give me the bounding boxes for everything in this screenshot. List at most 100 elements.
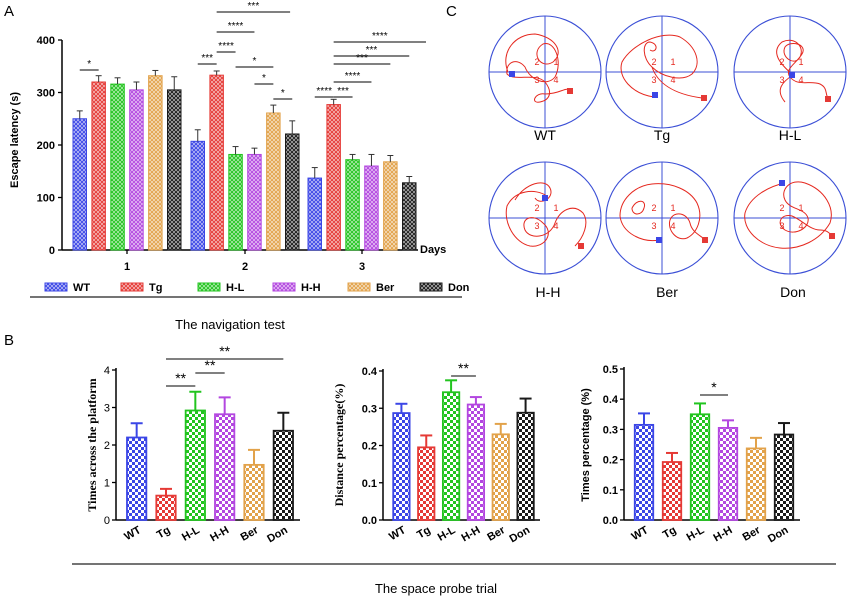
chart-a-ytick-label: 0 [49, 245, 55, 257]
chart-a-bar-wt [72, 118, 87, 251]
chart-b1-ylabel: Times across the platform [85, 378, 99, 511]
chart-b-bar-don [773, 433, 795, 521]
chart-a-caption: The navigation test [175, 317, 285, 332]
chart-a-legend-swatch-wt [44, 282, 68, 292]
quadrant-label: 4 [798, 221, 803, 231]
platform-marker [701, 95, 707, 101]
chart-a-bar-tg [209, 74, 224, 251]
chart-a-legend-label: Ber [376, 282, 395, 294]
quadrant-label: 1 [670, 203, 675, 213]
chart-a-significance-label: * [262, 73, 266, 84]
chart-b-bar-ber [243, 463, 265, 521]
chart-b-category-label: WT [630, 524, 651, 543]
chart-b-ytick-label: 4 [104, 365, 110, 377]
chart-b-ytick-label: 0.3 [603, 424, 618, 436]
chart-b-significance-label: ** [175, 370, 186, 386]
chart-a-significance-label: * [252, 56, 256, 67]
start-marker [779, 180, 785, 186]
chart-b-bar-ber [491, 433, 510, 521]
chart-a-significance-label: **** [345, 71, 361, 82]
escape-latency-chart: Escape latency (s) Days 0 100 200 300 400 1 2 3… [9, 1, 470, 332]
quadrant-label: 1 [553, 203, 558, 213]
panel-label-c: C [446, 3, 457, 20]
swim-track-label: H-H [536, 284, 561, 300]
chart-b-ytick-label: 0.3 [362, 403, 377, 415]
swim-track-h-l: 2 1 3 4 H-L [733, 15, 847, 143]
swim-track-h-h: 2 1 3 4 H-H [488, 161, 602, 300]
chart-b-bar-don [516, 411, 535, 521]
chart-b-ytick-label: 0.5 [603, 364, 618, 376]
panel-b-caption: The space probe trial [375, 581, 497, 596]
start-marker [542, 195, 548, 201]
chart-a-bar-h-h [247, 153, 262, 251]
swim-track-tg: 2 1 3 4 Tg [605, 15, 719, 143]
chart-a-legend-label: WT [73, 282, 90, 294]
platform-marker [825, 96, 831, 102]
chart-a-significance-label: *** [248, 1, 260, 12]
swim-path [505, 33, 570, 103]
chart-a-category-label: 2 [242, 261, 248, 273]
chart-b-category-label: WT [122, 524, 143, 543]
chart-a-bar-tg [91, 81, 106, 251]
quadrant-label: 3 [779, 75, 784, 85]
chart-b-bar-h-l [184, 409, 206, 521]
quadrant-label: 2 [651, 203, 656, 213]
swim-path [744, 181, 833, 249]
chart-a-significance-label: *** [201, 53, 213, 64]
chart-a-legend-swatch-h-h [272, 282, 296, 292]
chart-a-bar-h-l [345, 159, 360, 251]
chart-a-bar-don [285, 133, 300, 251]
chart-b-category-label: Tg [155, 524, 173, 541]
chart-a-significance-label: * [87, 59, 91, 70]
chart-b-category-label: Don [766, 524, 791, 545]
chart-a-category-label: 3 [359, 261, 365, 273]
times-percentage-chart: Times percentage (%) 0.0 0.1 0.2 0.3 0.4 0.5 W… [580, 364, 800, 545]
chart-a-significance-label: **** [372, 31, 388, 42]
chart-a-legend-swatch-tg [120, 282, 144, 292]
chart-b-category-label: Tg [415, 524, 433, 541]
chart-b-bar-h-h [717, 426, 739, 521]
swim-path [620, 34, 703, 99]
chart-a-bar-wt [307, 177, 322, 251]
chart-a-bar-h-h [364, 165, 379, 251]
chart-b-ytick-label: 0.2 [603, 455, 618, 467]
chart-b-significance-label: * [711, 379, 717, 395]
chart-a-significance-label: *** [337, 86, 349, 97]
chart-a-bar-ber [383, 161, 398, 251]
chart-b-bar-wt [126, 436, 148, 521]
chart-b-category-label: Ber [741, 524, 764, 544]
swim-track-don: 2 1 3 4 Don [733, 161, 847, 300]
chart-a-ytick-label: 100 [37, 193, 55, 205]
quadrant-label: 3 [651, 75, 656, 85]
chart-b-ytick-label: 0.2 [362, 441, 377, 453]
times-across-platform-chart: Times across the platform 0 1 2 3 4 WT Tg H-L H-… [85, 343, 300, 545]
quadrant-label: 4 [553, 75, 558, 85]
chart-b-bar-h-l [689, 413, 711, 521]
chart-b-ytick-label: 0.4 [603, 394, 619, 406]
chart-b-bar-tg [417, 446, 436, 521]
chart-b-category-label: Tg [661, 524, 679, 541]
chart-a-legend-swatch-ber [347, 282, 371, 292]
platform-marker [567, 88, 573, 94]
chart-b-significance-label: ** [219, 343, 230, 359]
quadrant-label: 2 [534, 203, 539, 213]
chart-a-bar-ber [148, 75, 163, 251]
chart-a-legend-label: Don [448, 282, 470, 294]
chart-b-category-label: Don [265, 524, 290, 545]
chart-a-bar-tg [326, 104, 341, 251]
chart-a-legend-label: H-L [226, 282, 245, 294]
quadrant-label: 2 [651, 57, 656, 67]
chart-b-bar-wt [392, 412, 411, 521]
chart-b-significance-label: ** [458, 360, 469, 376]
chart-b-bar-tg [661, 461, 683, 521]
chart-a-bar-don [167, 89, 182, 251]
chart-b-significance-label: ** [205, 357, 216, 373]
chart-a-bar-ber [266, 112, 281, 251]
chart-a-significance: ****************** **** ***************** [79, 1, 426, 100]
quadrant-label: 4 [798, 75, 803, 85]
chart-b-ytick-label: 2 [104, 440, 110, 452]
chart-b-category-label: H-L [180, 524, 202, 544]
chart-b2-ylabel: Distance percentage(%) [332, 384, 346, 507]
chart-b-category-label: Don [508, 524, 533, 545]
chart-a-significance-label: *** [366, 45, 378, 56]
